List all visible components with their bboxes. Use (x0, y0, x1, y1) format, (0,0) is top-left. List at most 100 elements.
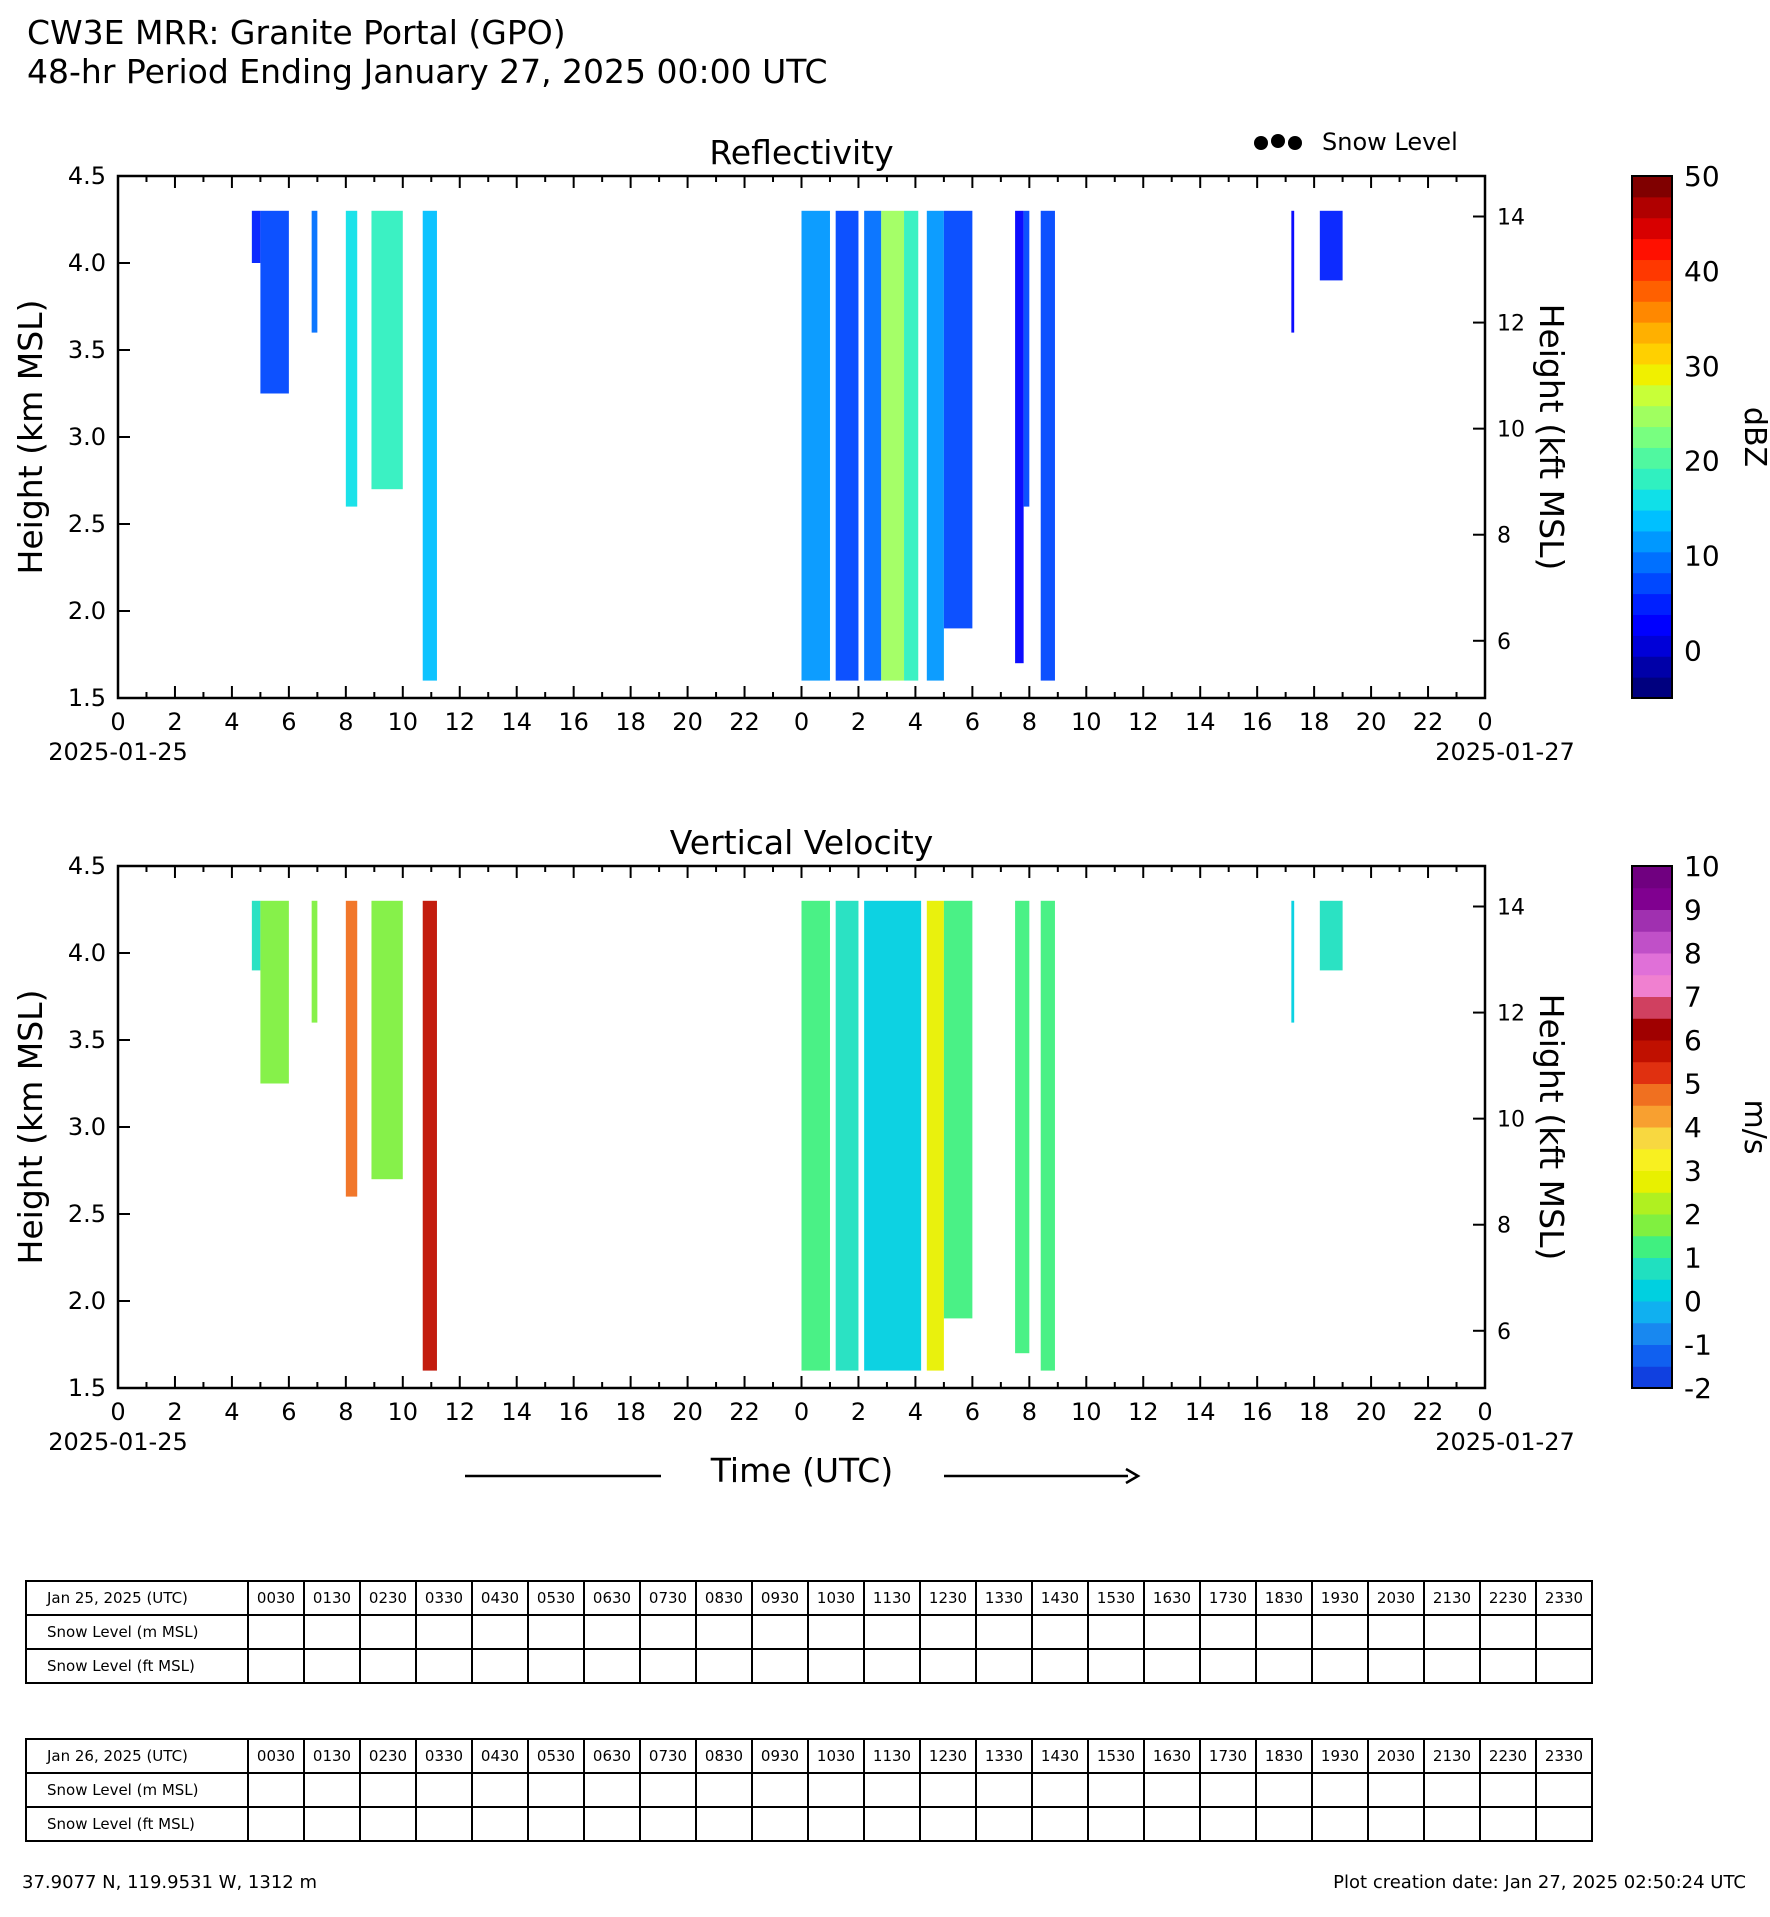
echo-segment (311, 210, 318, 333)
time-header-cell: 2330 (1535, 1738, 1593, 1774)
table-row: Snow Level (m MSL) (25, 1614, 1593, 1650)
x-tick-label: 16 (1242, 708, 1273, 736)
snow-level-cell (247, 1648, 305, 1684)
colorbar-swatch (1632, 909, 1672, 932)
table-date-label: Jan 25, 2025 (UTC) (25, 1580, 249, 1616)
y-tick-label: 3.0 (68, 1113, 106, 1141)
table-header-row: Jan 25, 2025 (UTC) 0030 0130 0230 0330 0430 05… (25, 1580, 1593, 1616)
snow-level-marker (1254, 136, 1268, 150)
snow-level-cell (1479, 1806, 1537, 1842)
x-tick-label: 6 (281, 1398, 296, 1426)
snow-level-cell (247, 1614, 305, 1650)
colorbar-swatch (1632, 405, 1672, 428)
colorbar-swatch (1632, 1214, 1672, 1237)
echo-segment (371, 900, 403, 1180)
colorbar-swatch (1632, 593, 1672, 615)
time-header-cell: 1130 (863, 1738, 921, 1774)
time-header-cell: 0530 (527, 1738, 585, 1774)
echo-segment (881, 210, 905, 681)
time-header-cell: 2230 (1479, 1580, 1537, 1616)
snow-level-cell (415, 1806, 473, 1842)
time-header-cell: 0830 (695, 1738, 753, 1774)
colorbar-swatch (1632, 1105, 1672, 1128)
time-header-cell: 1830 (1255, 1580, 1313, 1616)
snow-level-cell (1031, 1772, 1089, 1808)
snow-level-cell (583, 1772, 641, 1808)
y-axis-label: Height (km MSL) (11, 990, 50, 1265)
time-header-cell: 0930 (751, 1738, 809, 1774)
time-header-cell: 0330 (415, 1580, 473, 1616)
colorbar-swatch (1632, 1018, 1672, 1041)
colorbar-swatch (1632, 1301, 1672, 1324)
colorbar-tick-label: 7 (1684, 981, 1702, 1014)
snow-level-cell (1535, 1772, 1593, 1808)
colorbar-swatch (1632, 468, 1672, 490)
colorbar-swatch (1632, 510, 1672, 532)
snow-level-cell (1143, 1648, 1201, 1684)
time-header-cell: 1230 (919, 1738, 977, 1774)
colorbar-tick-label: 5 (1684, 1068, 1702, 1101)
time-header-cell: 0230 (359, 1738, 417, 1774)
snow-level-cell (1311, 1806, 1369, 1842)
colorbar-swatch (1632, 974, 1672, 997)
snow-level-cell (863, 1648, 921, 1684)
echo-segment (904, 210, 919, 681)
echo-segment (1291, 900, 1295, 1023)
colorbar-tick-label: 9 (1684, 894, 1702, 927)
snow-level-cell (807, 1648, 865, 1684)
x-tick-label: 14 (1185, 1398, 1216, 1426)
vertical-velocity-panel: Vertical Velocity 1.5 2.0 2.5 3.0 3.5 4.0 4.5 6 8… (11, 823, 1770, 1456)
x-tick-label: 22 (729, 1398, 760, 1426)
reflectivity-panel: Reflectivity 1.5 2.0 2.5 3.0 3.5 4.0 4.5 6 8 10 12 1… (11, 133, 1770, 766)
echo-segment (1040, 900, 1055, 1371)
y-tick-label: 1.5 (68, 1374, 106, 1402)
snow-level-cell (303, 1614, 361, 1650)
colorbar-tick-label: 20 (1684, 445, 1720, 478)
colorbar-swatch (1632, 656, 1672, 678)
echo-segment (1015, 210, 1024, 664)
snow-level-cell (1423, 1806, 1481, 1842)
colorbar-swatch (1632, 1170, 1672, 1193)
time-header-cell: 1630 (1143, 1580, 1201, 1616)
snow-level-cell (527, 1648, 585, 1684)
snow-level-cell (751, 1648, 809, 1684)
colorbar-frame (1631, 175, 1673, 699)
snow-level-cell (639, 1772, 697, 1808)
y-tick-label: 2.0 (68, 1287, 106, 1315)
time-header-cell: 1030 (807, 1738, 865, 1774)
x-tick-label: 0 (110, 1398, 125, 1426)
x-tick-label: 16 (558, 708, 589, 736)
colorbar-tick-label: -1 (1684, 1329, 1712, 1362)
echo-segment (1319, 900, 1343, 971)
table-date-label: Jan 26, 2025 (UTC) (25, 1738, 249, 1774)
x-tick-label: 0 (1477, 1398, 1492, 1426)
y-right-tick-label: 8 (1497, 1214, 1511, 1239)
x-tick-label: 4 (224, 708, 239, 736)
time-header-cell: 1130 (863, 1580, 921, 1616)
snow-level-cell (1367, 1614, 1425, 1650)
y-right-tick-label: 8 (1497, 524, 1511, 549)
snow-level-cell (1143, 1614, 1201, 1650)
snow-level-cell (695, 1614, 753, 1650)
snow-level-table-day1: Jan 25, 2025 (UTC) 0030 0130 0230 0330 0430 05… (25, 1580, 1593, 1684)
y-right-tick-label: 10 (1497, 1108, 1525, 1133)
snow-level-cell (583, 1806, 641, 1842)
echo-segment (864, 900, 922, 1371)
time-header-cell: 0030 (247, 1738, 305, 1774)
colorbar-swatch (1632, 953, 1672, 976)
y-tick-label: 4.5 (68, 162, 106, 190)
x-tick-label: 0 (1477, 708, 1492, 736)
time-header-cell: 0030 (247, 1580, 305, 1616)
time-header-cell: 1330 (975, 1738, 1033, 1774)
time-header-cell: 1830 (1255, 1738, 1313, 1774)
snow-level-cell (247, 1806, 305, 1842)
snow-level-cell (975, 1648, 1033, 1684)
y-tick-label: 2.5 (68, 1200, 106, 1228)
x-tick-label: 14 (501, 708, 532, 736)
snow-level-cell (1087, 1614, 1145, 1650)
x-tick-label: 2 (167, 708, 182, 736)
colorbar-swatch (1632, 384, 1672, 407)
snow-level-cell (1087, 1772, 1145, 1808)
x-tick-label: 16 (558, 1398, 589, 1426)
snow-level-cell (1423, 1772, 1481, 1808)
